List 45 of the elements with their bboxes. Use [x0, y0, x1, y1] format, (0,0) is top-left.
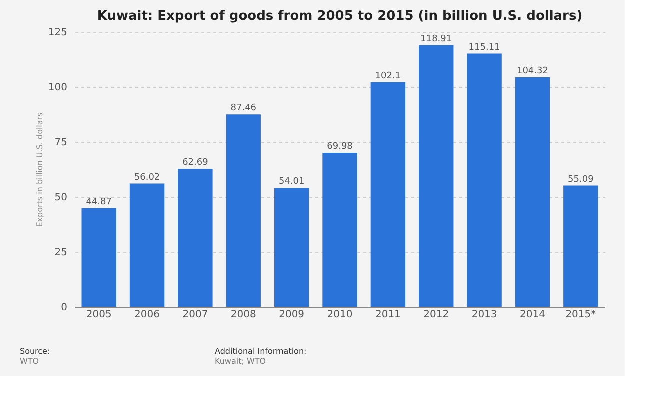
data-label: 55.09 — [568, 174, 594, 185]
text: WTO — [20, 357, 40, 366]
y-tick-label: 25 — [54, 248, 68, 258]
bar — [370, 82, 406, 307]
y-tick-label: 125 — [48, 28, 68, 38]
x-tick-label: 2013 — [472, 310, 498, 320]
x-tick-label: 2006 — [134, 310, 160, 320]
x-tick-label: 2008 — [230, 310, 256, 320]
text: Kuwait; WTO — [215, 357, 266, 366]
data-label: 69.98 — [327, 142, 354, 152]
data-label: 44.87 — [86, 197, 112, 208]
bar — [419, 45, 454, 307]
y-tick-label: 50 — [54, 192, 68, 204]
data-label: 87.46 — [230, 104, 257, 114]
bar — [515, 77, 550, 307]
x-tick-label: 2015* — [566, 310, 596, 320]
source-note: Source: — [20, 347, 50, 356]
bar — [274, 188, 310, 307]
x-tick-label: 2014 — [520, 310, 546, 320]
bar — [178, 169, 213, 307]
x-tick-label: 2005 — [86, 310, 112, 320]
bar — [564, 186, 598, 307]
bar — [130, 184, 165, 307]
data-label: 56.02 — [134, 172, 160, 183]
bar — [226, 114, 261, 307]
y-tick-label: 75 — [54, 138, 68, 148]
bar — [82, 208, 116, 307]
data-label: 118.91 — [420, 34, 452, 44]
bar — [467, 54, 502, 307]
data-label: 115.11 — [468, 42, 500, 53]
x-tick-label: 2012 — [424, 310, 450, 320]
y-tick-label: 100 — [48, 82, 68, 94]
x-tick-label: 2011 — [375, 310, 401, 320]
x-tick-label: 2010 — [327, 310, 353, 320]
y-axis-title: Exports in billion U.S. dollars — [35, 112, 44, 228]
data-label: 62.69 — [182, 158, 209, 168]
data-label: 102.1 — [375, 71, 402, 82]
y-tick-label: 0 — [61, 302, 68, 314]
text: Additional Information: — [215, 347, 307, 356]
data-label: 54.01 — [278, 177, 305, 188]
x-tick-label: 2007 — [182, 310, 208, 320]
chart-title: Kuwait: Export of goods from 2005 to 2015 (in billion U.S. dollars) — [97, 9, 583, 24]
data-label: 104.32 — [516, 66, 548, 76]
x-tick-label: 2009 — [279, 310, 305, 320]
bar — [322, 153, 358, 307]
